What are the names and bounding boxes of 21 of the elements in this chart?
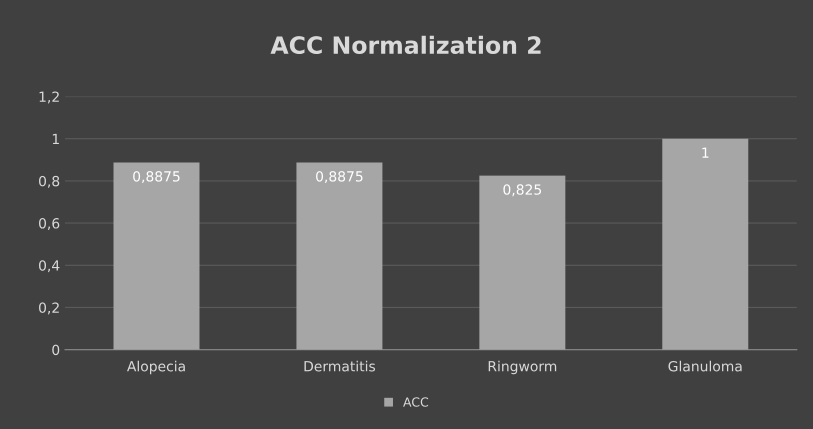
legend-label: ACC xyxy=(403,397,428,407)
x-tick-label: Alopecia xyxy=(126,360,185,374)
data-label: 1 xyxy=(702,148,708,158)
bar xyxy=(114,162,200,350)
x-tick-label: Dermatitis xyxy=(304,360,376,372)
y-tick-label: 0,8 xyxy=(39,176,60,188)
y-tick-label: 1,2 xyxy=(40,91,59,104)
data-label: 0,8875 xyxy=(133,171,180,184)
x-tick-label: Glanuloma xyxy=(668,360,742,372)
bar xyxy=(296,162,382,350)
y-tick-label: 0,6 xyxy=(39,218,60,230)
y-tick-label: 0,4 xyxy=(39,260,60,272)
x-tick-label: Ringworm xyxy=(488,360,556,374)
data-label: 0,8875 xyxy=(316,171,363,184)
bar xyxy=(479,176,566,350)
data-label: 0,825 xyxy=(503,184,542,196)
bar xyxy=(662,138,748,350)
chart-title: ACC Normalization 2 xyxy=(270,36,541,54)
y-tick-label: 0,2 xyxy=(39,302,59,314)
y-tick-label: 1 xyxy=(52,134,59,144)
y-tick-label: 0 xyxy=(52,344,60,356)
